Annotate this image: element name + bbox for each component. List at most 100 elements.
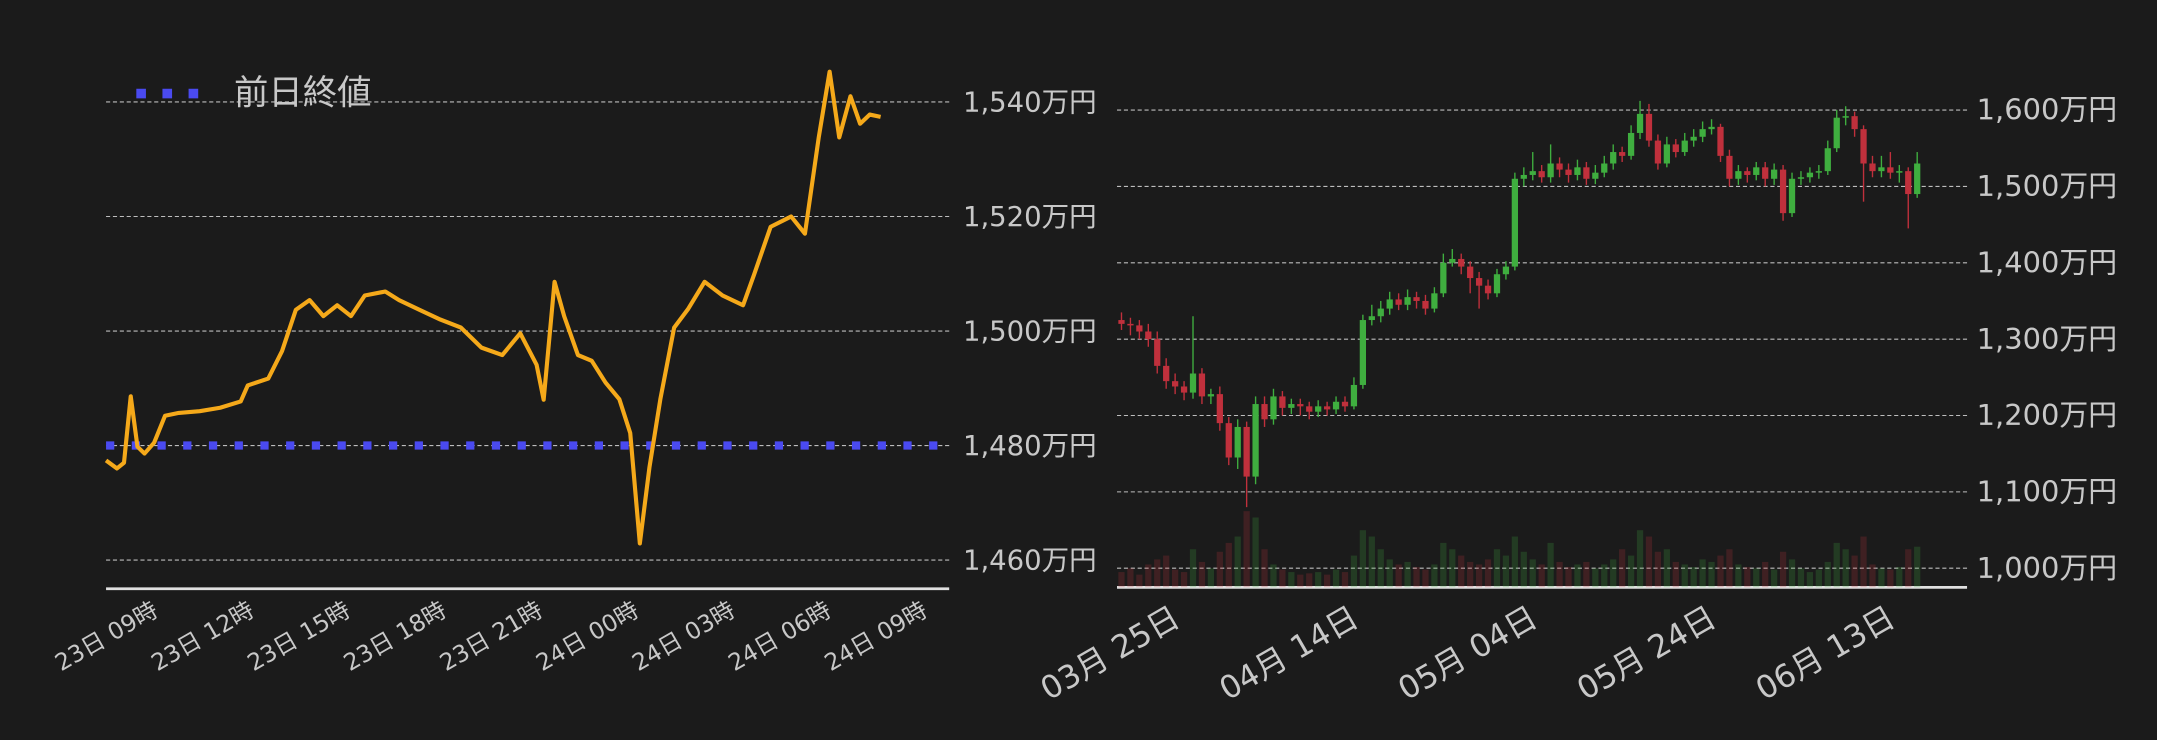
volume-bar [1332,569,1340,588]
candle-body [1547,163,1554,178]
candle-body [1163,365,1170,382]
candle-body [1699,129,1706,137]
volume-bar [1261,549,1268,588]
candle-body [1422,300,1429,309]
candle-body [1601,163,1608,173]
candle-body [1672,144,1679,153]
candle-body [1645,113,1653,141]
volume-bar [1735,564,1742,588]
y-tick-label: 1,300万円 [1977,322,2117,356]
candle-body [1833,117,1840,149]
candle-body [1627,132,1635,156]
price-line [104,69,882,546]
candle-body [1511,178,1518,267]
candle-body [1368,316,1375,321]
candle-body [1717,126,1724,156]
x-tick-label: 24日 09時 [820,596,932,677]
volume-bar [1118,572,1125,588]
volume-bar [1574,564,1581,588]
candle-body [1306,406,1313,412]
legend-label: 前日終値 [234,74,372,114]
volume-bar [1422,569,1429,588]
candle-body [1905,171,1912,195]
candle-body [1180,386,1188,393]
volume-bar [1297,574,1304,588]
candle-body [1404,297,1411,305]
candle-body [1520,174,1527,179]
volume-bar [1350,555,1358,588]
candle-body [1261,404,1268,420]
x-tick-label: 24日 06時 [723,596,835,677]
candle-body [1270,396,1277,420]
volume-bar [1726,549,1733,588]
volume-bar [1243,511,1250,588]
volume-bar [1860,536,1867,588]
candle-body [1636,113,1644,133]
candle-body [1788,178,1796,214]
volume-bar [1520,551,1527,588]
y-tick-label: 1,540万円 [963,87,1097,119]
candle-body [1914,163,1921,195]
y-tick-label: 1,520万円 [963,201,1097,233]
candle-body [1824,148,1831,172]
candle-body [1359,320,1367,385]
candle-body [1753,167,1760,175]
volume-bar [1440,542,1447,588]
x-tick-label: 03月 25日 [1035,600,1186,708]
candle-body [1556,163,1563,170]
candle-body [1243,426,1250,477]
volume-bar [1315,572,1322,588]
x-tick-label: 06月 13日 [1750,600,1901,708]
volume-bar [1458,555,1465,588]
volume-bar [1878,568,1885,588]
candle-body [1458,258,1465,267]
candle-body [1467,266,1474,279]
candle-body [1145,331,1152,340]
x-tick-label: 23日 12時 [146,596,258,677]
candle-body [1708,126,1715,130]
volume-bar [1771,569,1778,588]
volume-bar [1484,559,1492,588]
candle-body [1681,140,1688,153]
candle-body [1413,297,1420,301]
volume-bar [1914,546,1921,588]
volume-bar [1610,559,1617,588]
candle-body [1225,423,1232,458]
candle-body [1431,293,1438,309]
volume-bar [1547,542,1554,588]
volume-bar [1189,549,1197,588]
candle-body [1118,320,1125,324]
candle-body [1297,404,1304,407]
volume-bar [1404,561,1411,588]
volume-bar [1136,574,1143,588]
candle-body [1207,394,1215,397]
volume-bar [1699,559,1706,588]
volume-bar [1127,568,1134,588]
candle-body [1252,404,1259,477]
volume-bar [1815,569,1822,588]
volume-bar [1762,561,1769,588]
volume-bar [1851,555,1858,588]
candle-body [1475,278,1483,286]
x-tick-label: 04月 14日 [1214,600,1365,708]
volume-bar [1359,530,1367,588]
candle-body [1610,152,1617,164]
volume-bar [1207,568,1215,588]
volume-bar [1601,564,1608,588]
y-tick-label: 1,500万円 [963,316,1097,348]
y-tick-label: 1,600万円 [1977,93,2117,127]
volume-bar [1583,561,1590,588]
volume-bar [1413,567,1420,588]
volume-bar [1690,567,1697,588]
volume-bar [1252,517,1259,588]
x-tick-label: 24日 00時 [531,596,643,677]
candle-body [1332,401,1340,410]
candle-body [1198,373,1206,397]
volume-bar [1842,549,1849,588]
candle-body [1779,169,1787,214]
candle-body [1449,258,1456,263]
volume-bar [1467,561,1474,588]
candle-body [1565,169,1572,175]
volume-bar [1556,561,1563,588]
